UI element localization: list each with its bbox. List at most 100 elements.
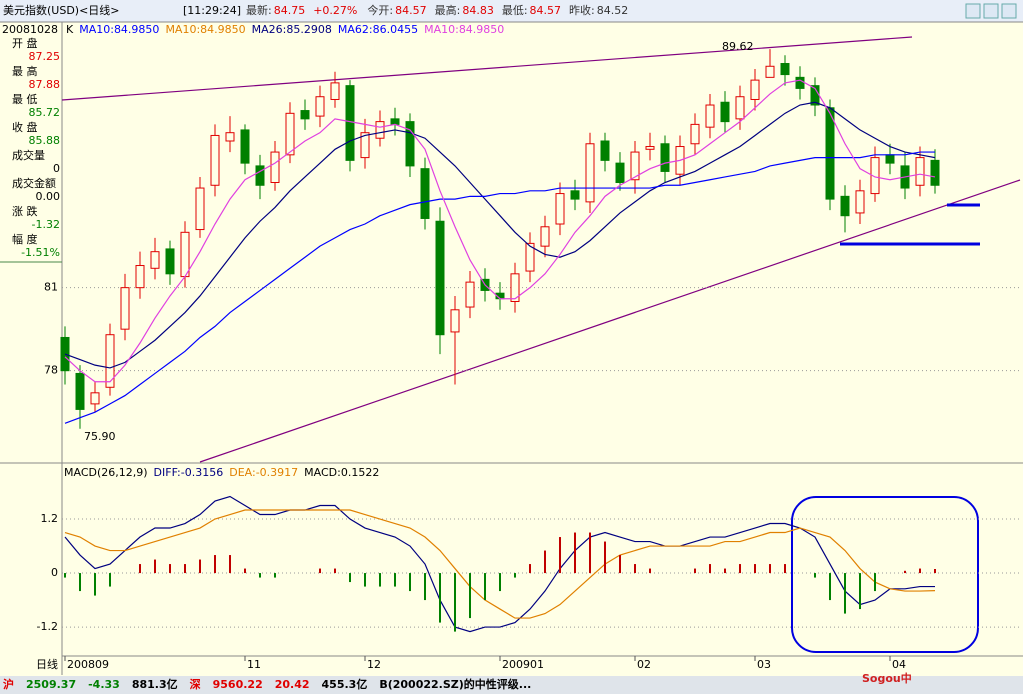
trend-line — [199, 179, 1021, 463]
x-tick-label: 200809 — [67, 658, 109, 671]
legend-entry: MA10:84.9850 — [424, 23, 504, 36]
candle-body — [750, 79, 760, 100]
status-bar — [0, 676, 1023, 694]
candle-body — [825, 107, 835, 200]
candle-body — [705, 104, 715, 128]
quote-label: 最低: — [502, 4, 528, 17]
indicator-line — [64, 495, 935, 633]
window-button[interactable] — [1001, 3, 1017, 19]
status-item: 9560.22 — [213, 678, 263, 691]
window-title: 美元指数(USD)<日线> — [3, 3, 120, 17]
annotation: 89.62 — [722, 40, 754, 53]
candle-body — [270, 151, 280, 184]
candle-body — [165, 248, 175, 275]
candle-body — [90, 392, 100, 405]
info-value: 87.88 — [29, 78, 61, 91]
candle-body — [255, 165, 265, 186]
content: 美元指数(USD)<日线> [11:29:24] 最新: 84.75 +0.27% 今开:… — [2, 3, 1020, 691]
candle-body — [135, 265, 145, 289]
legend-entry: MA26:85.2908 — [252, 23, 332, 36]
candle-body — [105, 334, 115, 388]
candle-body — [645, 146, 655, 150]
info-label: 开 盘 — [12, 36, 38, 50]
info-value: 85.88 — [29, 134, 61, 147]
y-tick-label: 1.2 — [41, 512, 59, 525]
info-value: 85.72 — [29, 106, 61, 119]
status-item: 深 — [190, 677, 201, 691]
info-label: 最 高 — [12, 64, 38, 78]
quote-value: 84.83 — [462, 4, 494, 17]
x-tick-label: 04 — [892, 658, 906, 671]
quote-value: 84.75 — [274, 4, 306, 17]
info-value: 0.00 — [36, 190, 61, 203]
info-value: 87.25 — [29, 50, 61, 63]
info-label: 收 盘 — [12, 120, 38, 134]
status-item: 2509.37 — [26, 678, 76, 691]
legend-prefix: K — [66, 23, 74, 36]
candle-body — [525, 242, 535, 272]
candle-body — [180, 231, 190, 278]
x-tick-label: 03 — [757, 658, 771, 671]
window-button[interactable] — [965, 3, 981, 19]
candle-body — [870, 157, 880, 195]
info-value: 0 — [53, 162, 60, 175]
candle-body — [300, 110, 310, 120]
candle-body — [795, 76, 805, 89]
candle-body — [450, 309, 460, 333]
header-bar — [0, 0, 1023, 22]
ma-line — [64, 101, 936, 369]
info-label: 成交金额 — [12, 176, 56, 190]
y-tick-label: 0 — [51, 566, 58, 579]
candle-body — [615, 162, 625, 184]
candle-body — [510, 273, 520, 302]
status-item: B(200022.SZ)的中性评级... — [379, 677, 531, 691]
quote-label: 最新: — [246, 3, 272, 17]
info-value: -1.32 — [32, 218, 60, 231]
info-value: -1.51% — [21, 246, 60, 259]
candle-body — [405, 121, 415, 167]
window-buttons[interactable] — [965, 3, 1017, 19]
quote-label: 昨收: — [569, 3, 595, 17]
legend-entry: MA10:84.9850 — [79, 23, 159, 36]
window-button[interactable] — [983, 3, 999, 19]
candle-body — [315, 96, 325, 117]
x-axis-title: 日线 — [36, 657, 58, 671]
x-tick-label: 200901 — [502, 658, 544, 671]
quote-label: +0.27% — [313, 4, 357, 17]
ma-line — [64, 151, 935, 424]
candle-body — [330, 82, 340, 100]
candle-body — [630, 151, 640, 181]
candle-body — [660, 143, 670, 172]
candle-body — [360, 132, 370, 159]
candle-body — [150, 251, 160, 269]
y-tick-label: -1.2 — [37, 620, 58, 633]
status-item: 沪 — [3, 677, 14, 691]
candle-body — [555, 193, 565, 225]
legend-entry: MA62:86.0455 — [338, 23, 418, 36]
candle-body — [540, 226, 550, 247]
candle-body — [720, 101, 730, 123]
candle-body — [855, 190, 865, 214]
quote-value: 84.57 — [530, 4, 562, 17]
annotation: 75.90 — [84, 430, 116, 443]
candle-body — [435, 220, 445, 336]
info-label: 涨 跌 — [12, 204, 38, 218]
candle-body — [585, 143, 595, 203]
candle-body — [345, 85, 355, 161]
candle-body — [225, 132, 235, 142]
candle-body — [75, 372, 85, 410]
y-tick-label: 81 — [44, 281, 58, 294]
candle-body — [840, 195, 850, 217]
candle-body — [600, 140, 610, 161]
ma-line — [64, 79, 936, 383]
x-tick-label: 02 — [637, 658, 651, 671]
indicator-title: MACD(26,12,9) — [64, 466, 148, 479]
status-item: -4.33 — [88, 678, 120, 691]
candle-body — [465, 281, 475, 308]
candle-body — [195, 187, 205, 231]
indicator-line — [64, 509, 936, 619]
legend-entry: DIFF:-0.3156 — [154, 466, 224, 479]
candle-body — [285, 112, 295, 156]
candle-body — [885, 154, 895, 164]
